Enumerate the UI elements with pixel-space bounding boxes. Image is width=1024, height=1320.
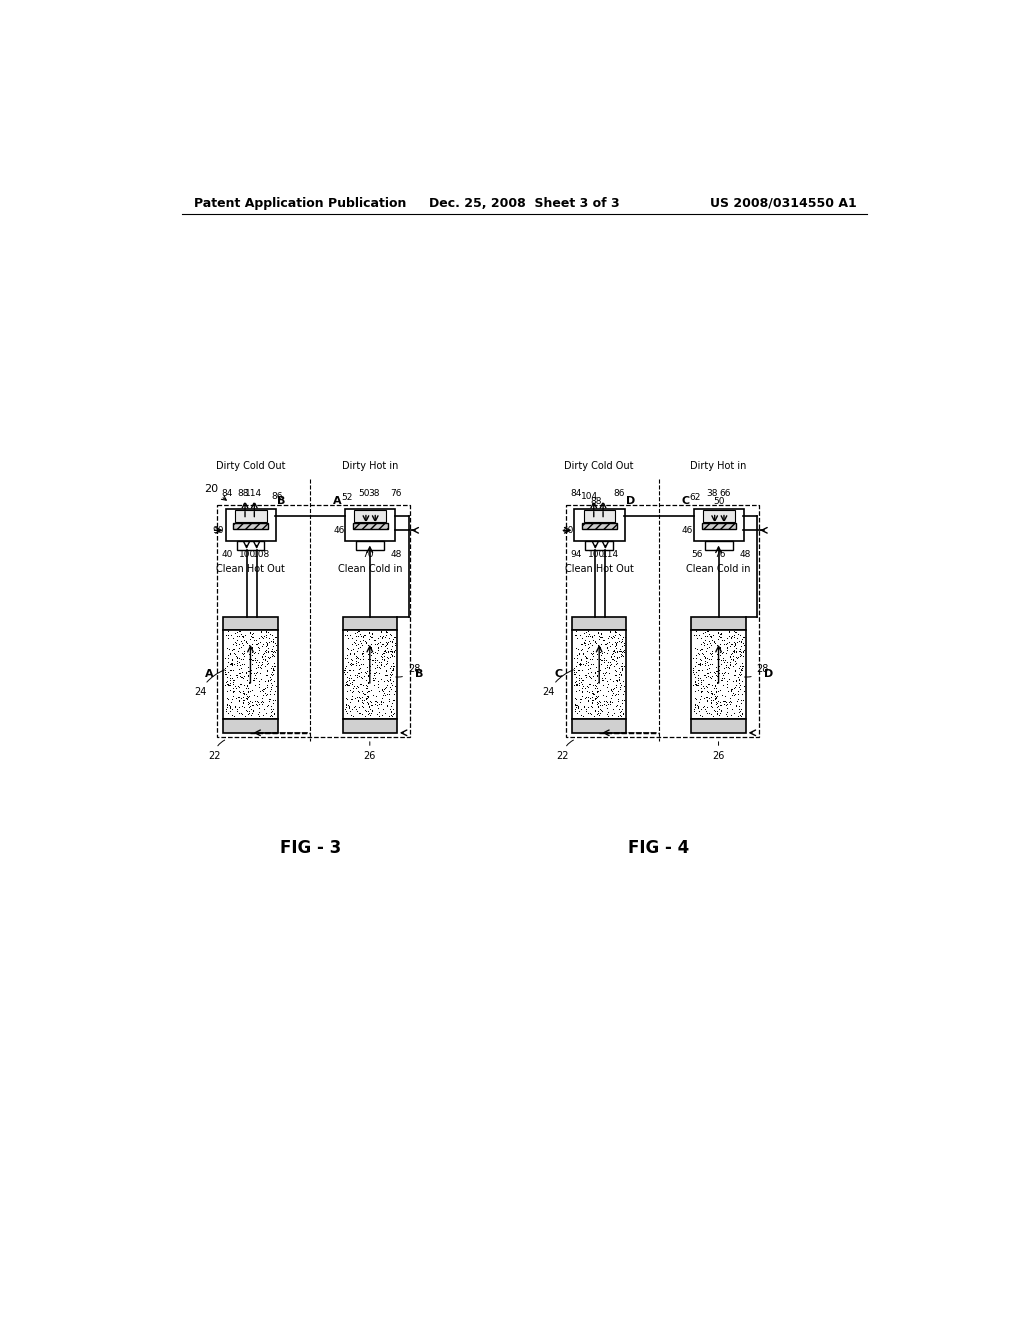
Text: 28: 28 [396, 664, 420, 677]
Text: 38: 38 [369, 488, 380, 498]
Text: C: C [682, 496, 690, 506]
Bar [225, 508, 276, 541]
Bar [583, 523, 617, 529]
Text: Clean Cold in: Clean Cold in [686, 564, 751, 574]
Text: 26: 26 [713, 742, 725, 760]
Text: 24: 24 [194, 669, 224, 697]
Bar [233, 523, 268, 529]
Text: 114: 114 [245, 488, 262, 498]
Text: 86: 86 [613, 488, 625, 498]
Text: 100: 100 [239, 550, 256, 560]
Bar [234, 511, 266, 521]
Text: 56: 56 [691, 550, 702, 560]
Text: 114: 114 [601, 550, 618, 560]
Bar [356, 541, 384, 550]
Bar [343, 616, 397, 631]
Text: 86: 86 [271, 492, 283, 500]
Text: 90: 90 [212, 525, 223, 535]
Text: D: D [626, 496, 635, 506]
Bar [705, 541, 732, 550]
Bar [566, 506, 759, 737]
Text: 38: 38 [707, 488, 718, 498]
Text: 70: 70 [362, 550, 374, 560]
Bar [352, 523, 388, 529]
Bar [223, 631, 278, 719]
Text: 88: 88 [237, 488, 249, 498]
Text: A: A [333, 496, 342, 506]
Text: US 2008/0314550 A1: US 2008/0314550 A1 [710, 197, 856, 210]
Text: 50: 50 [357, 488, 370, 498]
Text: 26: 26 [364, 742, 376, 760]
Bar [691, 631, 745, 719]
Text: 52: 52 [341, 494, 352, 503]
Text: 46: 46 [333, 525, 344, 535]
Text: 50: 50 [713, 496, 724, 506]
Text: Clean Cold in: Clean Cold in [338, 564, 402, 574]
Text: 20: 20 [204, 484, 226, 500]
Text: D: D [764, 669, 773, 680]
Bar [217, 506, 410, 737]
Bar [237, 541, 264, 550]
Text: Dirty Cold Out: Dirty Cold Out [564, 462, 634, 471]
Bar [691, 719, 745, 733]
Text: 46: 46 [682, 525, 693, 535]
Text: 40: 40 [562, 525, 573, 535]
Text: Dirty Cold Out: Dirty Cold Out [216, 462, 286, 471]
Bar [574, 508, 625, 541]
Text: Dirty Hot in: Dirty Hot in [342, 462, 398, 471]
Bar [343, 631, 397, 719]
Text: Dirty Hot in: Dirty Hot in [690, 462, 746, 471]
Bar [223, 719, 278, 733]
Text: 22: 22 [208, 741, 224, 760]
Text: C: C [554, 669, 562, 680]
Text: 100: 100 [588, 550, 605, 560]
Bar [345, 508, 395, 541]
Bar [701, 523, 736, 529]
Text: FIG - 4: FIG - 4 [629, 838, 689, 857]
Text: 76: 76 [390, 488, 401, 498]
Text: 108: 108 [253, 550, 270, 560]
Text: B: B [278, 496, 286, 506]
Bar [572, 631, 627, 719]
Text: Dec. 25, 2008  Sheet 3 of 3: Dec. 25, 2008 Sheet 3 of 3 [429, 197, 621, 210]
Text: 24: 24 [543, 669, 573, 697]
Bar [584, 511, 615, 521]
Text: Clean Hot Out: Clean Hot Out [216, 564, 285, 574]
Text: 66: 66 [719, 488, 730, 498]
Text: Clean Hot Out: Clean Hot Out [565, 564, 634, 574]
Bar [354, 511, 386, 521]
Text: 88: 88 [591, 496, 602, 506]
Text: 40: 40 [221, 550, 232, 560]
Bar [703, 511, 735, 521]
Text: B: B [415, 669, 424, 680]
Bar [572, 719, 627, 733]
Text: 104: 104 [582, 492, 598, 500]
Text: 22: 22 [556, 741, 573, 760]
Text: Patent Application Publication: Patent Application Publication [194, 197, 407, 210]
Text: A: A [205, 669, 214, 680]
Text: 94: 94 [570, 550, 582, 560]
Text: 48: 48 [739, 550, 751, 560]
Text: 84: 84 [570, 488, 582, 498]
Text: 84: 84 [221, 488, 232, 498]
Bar [572, 616, 627, 631]
Text: 76: 76 [715, 550, 726, 560]
Text: 28: 28 [744, 664, 769, 677]
Text: 48: 48 [390, 550, 401, 560]
Bar [691, 616, 745, 631]
Bar [343, 719, 397, 733]
Text: FIG - 3: FIG - 3 [280, 838, 341, 857]
Text: 62: 62 [689, 494, 701, 503]
Bar [693, 508, 744, 541]
Bar [223, 616, 278, 631]
Bar [586, 541, 613, 550]
